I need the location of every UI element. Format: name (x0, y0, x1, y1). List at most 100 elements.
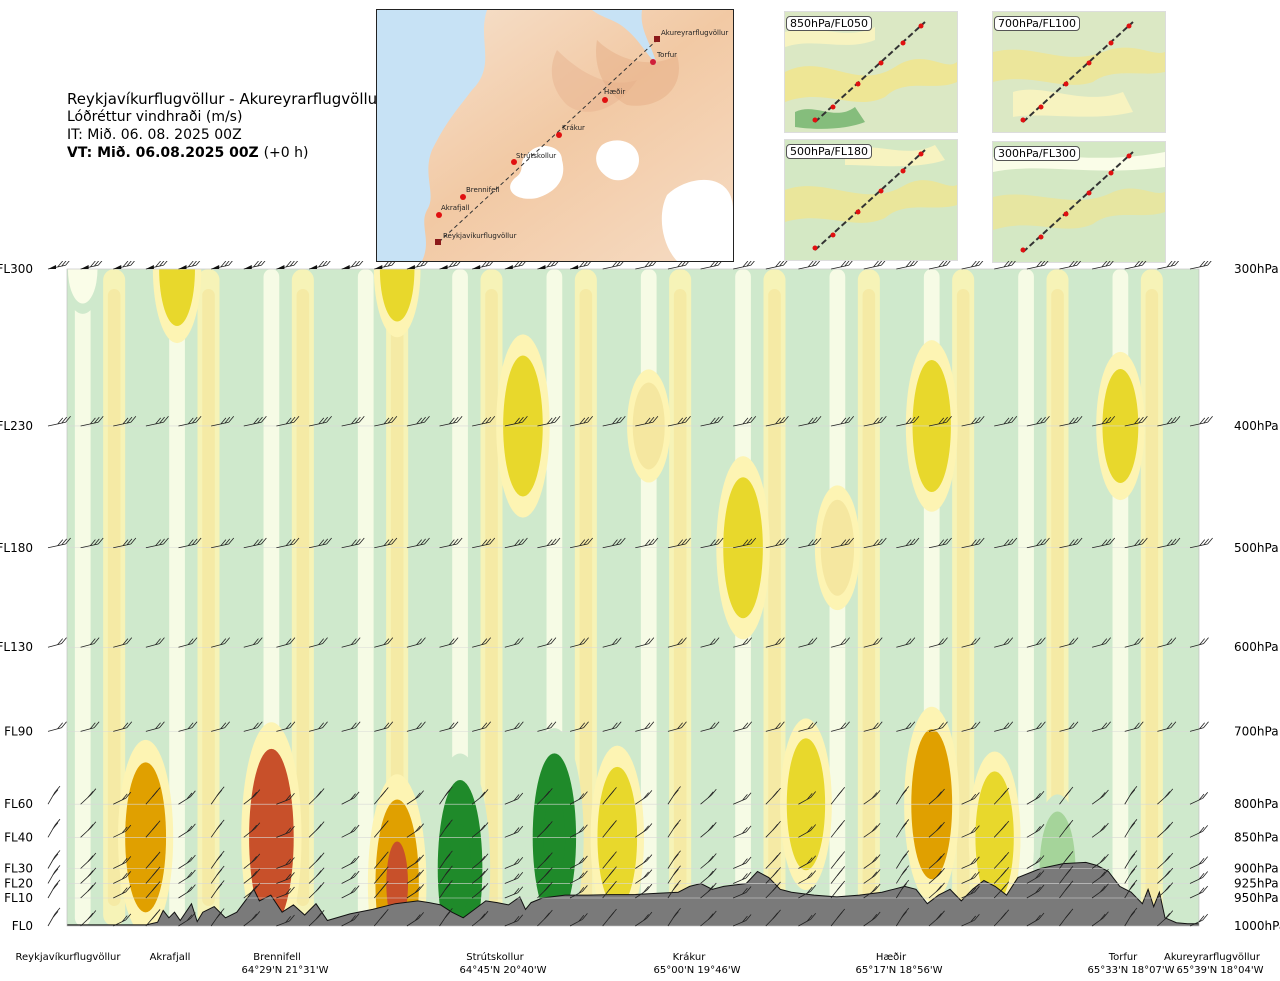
wind-barb (830, 786, 846, 805)
wind-barb (341, 415, 365, 427)
wind-barb (276, 826, 295, 838)
route-label-coords: 65°17'N 18°56'W (856, 965, 943, 976)
wind-barb (863, 637, 883, 648)
wind-barb (439, 850, 453, 869)
wind-barb (830, 721, 850, 732)
wind-barb (80, 637, 100, 648)
wind-barb (1189, 825, 1208, 838)
mini-map-850[interactable]: 850hPa/FL050 (784, 11, 958, 133)
field-band (1018, 269, 1034, 926)
wind-barb (406, 637, 426, 648)
wind-barb (765, 867, 781, 884)
waypoint-marker-torfur (650, 59, 656, 65)
wind-barb (1124, 879, 1138, 899)
wind-barb (537, 867, 553, 884)
wind-barb (1124, 819, 1138, 838)
hpa-tick-label: 400hPa (1234, 419, 1279, 433)
mini-map-500[interactable]: 500hPa/FL180 (784, 139, 958, 261)
wind-barb (374, 637, 394, 648)
wind-barb (1026, 870, 1045, 884)
wind-barb (569, 415, 593, 427)
wind-barb (635, 721, 655, 732)
wind-barb (1059, 851, 1074, 869)
wind-barb (145, 881, 161, 899)
wind-barb (765, 261, 788, 270)
route-label-name: Akureyrarflugvöllur (1164, 952, 1261, 963)
fl-tick-label: FL90 (4, 724, 33, 738)
wind-barb (700, 822, 717, 838)
wind-barb (471, 910, 489, 927)
wind-barb (1091, 822, 1109, 838)
wind-barb (210, 786, 225, 805)
wind-barb (341, 791, 360, 805)
wind-barb (211, 537, 235, 549)
route-overview-map[interactable]: Akureyrarflugvöllur Torfur Hæðir Krákur … (376, 9, 734, 262)
wind-barb (993, 852, 1010, 869)
right-axis-hpa: 300hPa 400hPa 500hPa 600hPa 700hPa 800hPa 850h… (1234, 262, 1280, 933)
wind-barb (80, 415, 104, 427)
wind-barb (178, 721, 198, 732)
wind-barb (113, 637, 133, 648)
field-cell (67, 269, 98, 304)
wind-barb (439, 721, 459, 732)
wind-barb (1092, 261, 1114, 270)
wind-barb (993, 787, 1010, 805)
wind-barb (341, 885, 360, 899)
wind-barb (961, 637, 981, 648)
wind-barb (635, 869, 653, 884)
wind-barb (537, 261, 560, 270)
wind-barb (276, 792, 295, 805)
field-band (107, 289, 121, 906)
hpa-tick-label: 500hPa (1234, 541, 1279, 555)
wind-barb (830, 880, 846, 899)
wind-barb (47, 537, 71, 549)
wind-barb (1026, 912, 1045, 927)
wind-barb (471, 789, 489, 805)
wind-barb (831, 261, 853, 270)
wind-barb (374, 261, 396, 270)
mini-map-700[interactable]: 700hPa/FL100 (992, 11, 1166, 133)
wind-barb (896, 907, 910, 927)
wind-barb (471, 853, 489, 869)
wind-barb (178, 912, 196, 927)
wind-barb (700, 910, 717, 927)
wind-barb (210, 880, 225, 899)
wind-barb (80, 821, 97, 838)
wind-barb (1157, 637, 1177, 648)
fl-tick-label: FL180 (0, 541, 33, 555)
wind-barb (733, 415, 757, 427)
wind-barb (1091, 789, 1109, 805)
wind-barb (961, 792, 980, 805)
wind-barb (1026, 637, 1046, 648)
wind-barb (537, 821, 553, 838)
wind-barb (406, 415, 430, 427)
wind-barb (961, 261, 984, 270)
wind-barb (504, 792, 524, 805)
wind-barb (700, 882, 717, 899)
wind-barb (798, 855, 817, 869)
wind-barb (113, 415, 137, 427)
field-band (485, 289, 498, 906)
wind-barb (863, 721, 883, 732)
mini-map-300[interactable]: 300hPa/FL300 (992, 141, 1166, 263)
waypoint-label: Krákur (562, 124, 585, 132)
wind-barb (863, 854, 881, 869)
wind-barb (406, 790, 424, 805)
field-band (768, 289, 781, 906)
waypoint-marker-krakur (556, 132, 562, 138)
wind-barb (667, 850, 681, 869)
wind-barb (667, 786, 681, 805)
wind-barb (733, 637, 753, 648)
wind-barb (276, 537, 300, 549)
mini-map-300-canvas (993, 142, 1165, 262)
wind-barb (602, 415, 626, 427)
wind-barb (928, 853, 945, 869)
wind-barb (961, 914, 980, 927)
wind-barb (798, 721, 818, 732)
wind-barb (145, 415, 169, 427)
wind-barb (1059, 866, 1074, 884)
wind-barb (243, 883, 261, 899)
wind-barb (733, 825, 752, 838)
wind-barb (733, 261, 755, 270)
wind-barb (1189, 856, 1208, 869)
